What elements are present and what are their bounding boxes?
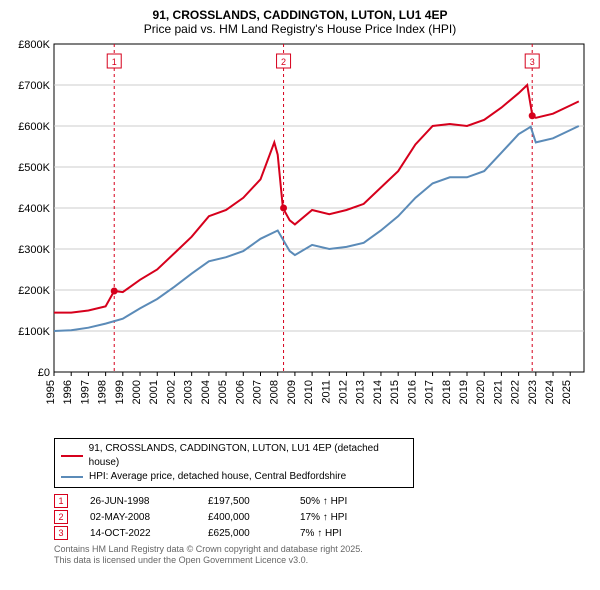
svg-text:£700K: £700K [18, 80, 50, 92]
svg-text:£500K: £500K [18, 162, 50, 174]
svg-text:2021: 2021 [492, 380, 504, 404]
sale-pct: 50% ↑ HPI [300, 496, 410, 507]
svg-text:2011: 2011 [320, 380, 332, 404]
sale-price: £625,000 [208, 528, 278, 539]
sale-row: 2 02-MAY-2008 £400,000 17% ↑ HPI [54, 510, 590, 524]
svg-text:2010: 2010 [303, 380, 315, 404]
subtitle-line: Price paid vs. HM Land Registry's House … [10, 22, 590, 36]
svg-text:3: 3 [530, 57, 535, 67]
svg-text:£600K: £600K [18, 121, 50, 133]
svg-text:2016: 2016 [406, 380, 418, 404]
svg-text:1995: 1995 [45, 380, 57, 404]
svg-text:2008: 2008 [269, 380, 281, 404]
address-line: 91, CROSSLANDS, CADDINGTON, LUTON, LU1 4… [10, 8, 590, 22]
legend-row-series1: 91, CROSSLANDS, CADDINGTON, LUTON, LU1 4… [61, 442, 407, 470]
sale-pct: 7% ↑ HPI [300, 528, 410, 539]
legend-line-series2 [61, 476, 83, 478]
legend-row-series2: HPI: Average price, detached house, Cent… [61, 470, 407, 484]
svg-text:1999: 1999 [114, 380, 126, 404]
footnote-line2: This data is licensed under the Open Gov… [54, 555, 590, 566]
svg-text:2005: 2005 [217, 380, 229, 404]
svg-text:2017: 2017 [424, 380, 436, 404]
svg-text:2002: 2002 [165, 380, 177, 404]
svg-text:2004: 2004 [200, 380, 212, 404]
svg-text:£800K: £800K [18, 40, 50, 51]
svg-text:1998: 1998 [97, 380, 109, 404]
svg-text:£300K: £300K [18, 244, 50, 256]
sales-list: 1 26-JUN-1998 £197,500 50% ↑ HPI 2 02-MAY-200… [10, 494, 590, 540]
sale-marker: 1 [54, 494, 68, 508]
svg-text:2013: 2013 [355, 380, 367, 404]
svg-text:2001: 2001 [148, 380, 160, 404]
svg-text:£100K: £100K [18, 326, 50, 338]
svg-text:2003: 2003 [183, 380, 195, 404]
svg-text:2022: 2022 [510, 380, 522, 404]
legend-line-series1 [61, 455, 83, 457]
svg-text:1: 1 [112, 57, 117, 67]
svg-text:2024: 2024 [544, 380, 556, 404]
title-block: 91, CROSSLANDS, CADDINGTON, LUTON, LU1 4… [10, 8, 590, 36]
svg-text:2020: 2020 [475, 380, 487, 404]
svg-text:2025: 2025 [561, 380, 573, 404]
footnote-line1: Contains HM Land Registry data © Crown c… [54, 544, 590, 555]
svg-text:2009: 2009 [286, 380, 298, 404]
svg-text:2007: 2007 [251, 380, 263, 404]
sale-pct: 17% ↑ HPI [300, 512, 410, 523]
price-chart: £0 £100K £200K £300K £400K £500K £600K £700K £80… [10, 40, 590, 430]
svg-text:2014: 2014 [372, 380, 384, 404]
svg-text:2012: 2012 [338, 380, 350, 404]
legend-label-series2: HPI: Average price, detached house, Cent… [89, 470, 346, 484]
svg-text:2000: 2000 [131, 380, 143, 404]
svg-text:2: 2 [281, 57, 286, 67]
legend-box: 91, CROSSLANDS, CADDINGTON, LUTON, LU1 4… [54, 438, 414, 488]
page-root: 91, CROSSLANDS, CADDINGTON, LUTON, LU1 4… [0, 0, 600, 590]
sale-price: £400,000 [208, 512, 278, 523]
chart-svg: £0 £100K £200K £300K £400K £500K £600K £700K £80… [10, 40, 590, 430]
svg-text:2015: 2015 [389, 380, 401, 404]
svg-text:1997: 1997 [79, 380, 91, 404]
sale-marker: 2 [54, 510, 68, 524]
svg-text:£400K: £400K [18, 203, 50, 215]
svg-text:£0: £0 [38, 367, 50, 379]
sale-price: £197,500 [208, 496, 278, 507]
sale-date: 14-OCT-2022 [90, 528, 186, 539]
sale-row: 1 26-JUN-1998 £197,500 50% ↑ HPI [54, 494, 590, 508]
footnote: Contains HM Land Registry data © Crown c… [54, 544, 590, 566]
svg-text:1996: 1996 [62, 380, 74, 404]
sale-marker: 3 [54, 526, 68, 540]
svg-text:2019: 2019 [458, 380, 470, 404]
svg-text:2006: 2006 [234, 380, 246, 404]
sale-date: 26-JUN-1998 [90, 496, 186, 507]
sale-date: 02-MAY-2008 [90, 512, 186, 523]
svg-text:2023: 2023 [527, 380, 539, 404]
svg-text:£200K: £200K [18, 285, 50, 297]
sale-row: 3 14-OCT-2022 £625,000 7% ↑ HPI [54, 526, 590, 540]
svg-text:2018: 2018 [441, 380, 453, 404]
legend-label-series1: 91, CROSSLANDS, CADDINGTON, LUTON, LU1 4… [89, 442, 407, 470]
